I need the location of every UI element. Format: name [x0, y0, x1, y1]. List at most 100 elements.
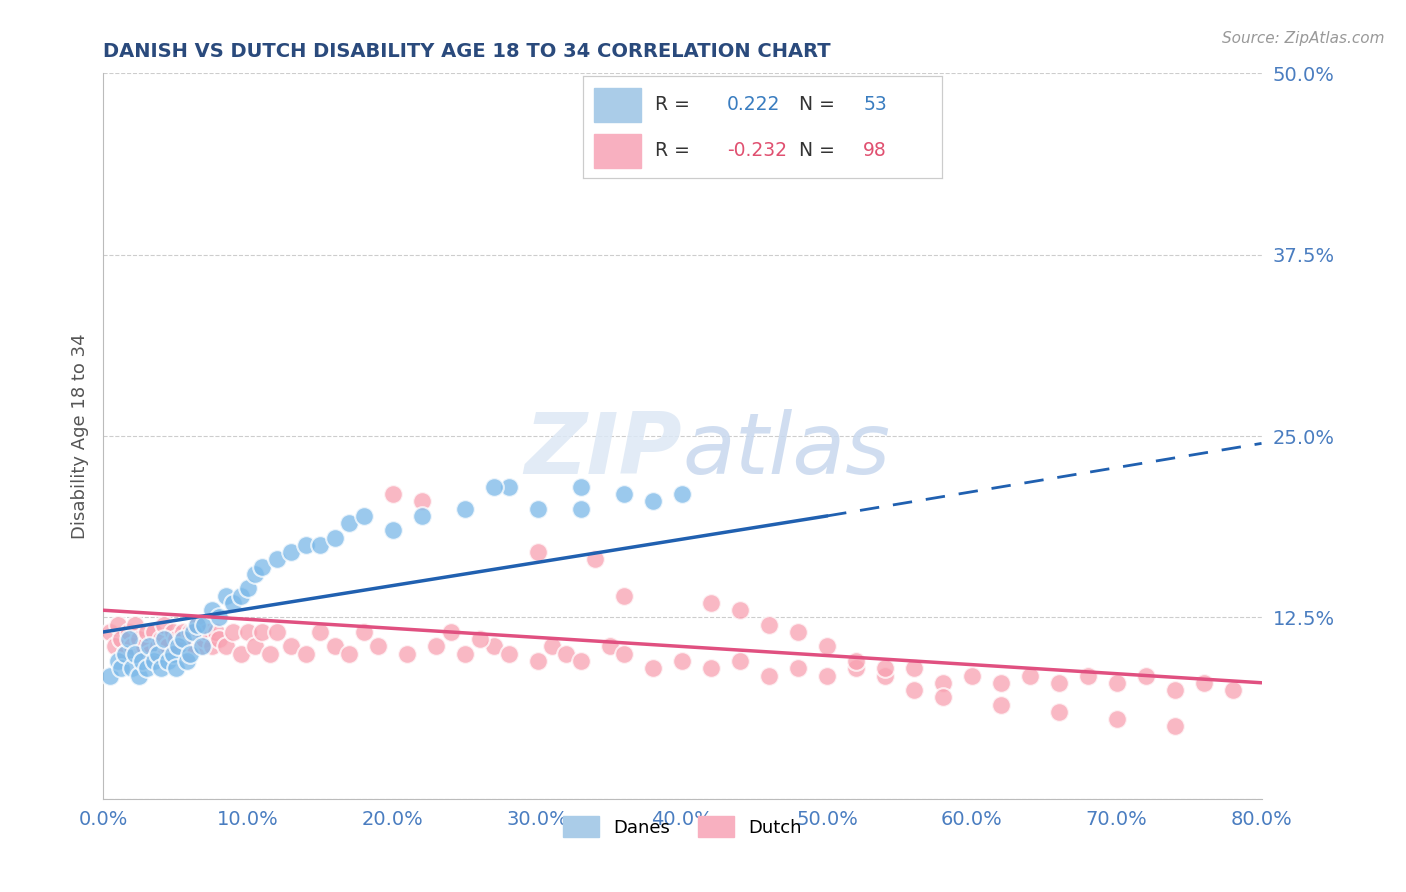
Point: [613, 647, 636, 661]
Point: [135, 625, 157, 640]
Point: [98, 668, 121, 682]
Point: [1105, 675, 1128, 690]
Point: [411, 508, 433, 523]
Point: [468, 632, 491, 647]
Point: [131, 654, 153, 668]
Text: atlas: atlas: [682, 409, 890, 492]
Point: [121, 640, 143, 654]
Point: [526, 654, 548, 668]
Point: [337, 516, 360, 531]
Point: [990, 698, 1012, 712]
Text: 98: 98: [863, 141, 887, 161]
Point: [440, 625, 463, 640]
Legend: Danes, Dutch: Danes, Dutch: [555, 809, 808, 844]
Point: [179, 625, 201, 640]
Point: [190, 640, 212, 654]
Point: [526, 501, 548, 516]
Point: [280, 545, 302, 559]
Point: [454, 647, 477, 661]
Point: [165, 661, 187, 675]
Point: [454, 501, 477, 516]
Point: [1105, 712, 1128, 726]
Point: [110, 632, 132, 647]
Point: [1018, 668, 1040, 682]
Text: ZIP: ZIP: [524, 409, 682, 492]
Point: [599, 640, 621, 654]
Point: [728, 654, 751, 668]
Point: [643, 494, 665, 508]
Point: [1163, 683, 1185, 698]
Point: [132, 640, 155, 654]
Point: [1077, 668, 1099, 682]
Point: [124, 617, 146, 632]
Point: [243, 566, 266, 581]
Point: [728, 603, 751, 617]
Point: [229, 647, 252, 661]
Point: [229, 589, 252, 603]
Point: [146, 647, 169, 661]
Point: [845, 661, 868, 675]
Point: [195, 625, 218, 640]
Point: [124, 647, 146, 661]
Point: [146, 640, 169, 654]
Point: [165, 632, 187, 647]
Point: [107, 617, 129, 632]
Point: [236, 582, 259, 596]
FancyBboxPatch shape: [595, 88, 641, 122]
Point: [179, 647, 201, 661]
Point: [98, 625, 121, 640]
Point: [142, 654, 165, 668]
Point: [172, 632, 194, 647]
Point: [201, 603, 224, 617]
Point: [190, 640, 212, 654]
Point: [482, 640, 505, 654]
Point: [142, 625, 165, 640]
Point: [193, 617, 215, 632]
Point: [815, 668, 838, 682]
Point: [114, 647, 136, 661]
Point: [381, 524, 404, 538]
Point: [135, 661, 157, 675]
Point: [104, 640, 127, 654]
Point: [176, 647, 198, 661]
Point: [381, 487, 404, 501]
Point: [138, 647, 160, 661]
Point: [162, 625, 184, 640]
Point: [157, 654, 180, 668]
Point: [498, 647, 520, 661]
Point: [337, 647, 360, 661]
Point: [153, 617, 176, 632]
Text: N =: N =: [799, 95, 841, 114]
Point: [280, 640, 302, 654]
Point: [845, 654, 868, 668]
Text: -0.232: -0.232: [727, 141, 787, 161]
Point: [167, 640, 190, 654]
Point: [700, 596, 723, 610]
Point: [1047, 675, 1070, 690]
Y-axis label: Disability Age 18 to 34: Disability Age 18 to 34: [72, 334, 89, 539]
Point: [671, 487, 693, 501]
Point: [482, 480, 505, 494]
Point: [236, 625, 259, 640]
Point: [205, 625, 228, 640]
Point: [193, 632, 215, 647]
Point: [1047, 705, 1070, 719]
Point: [295, 538, 318, 552]
Point: [208, 610, 231, 624]
Point: [118, 632, 141, 647]
Point: [309, 538, 332, 552]
Point: [526, 545, 548, 559]
FancyBboxPatch shape: [595, 135, 641, 168]
Text: Source: ZipAtlas.com: Source: ZipAtlas.com: [1222, 31, 1385, 46]
Point: [150, 632, 173, 647]
Point: [873, 661, 896, 675]
Point: [323, 531, 346, 545]
Text: R =: R =: [655, 141, 696, 161]
Text: 0.222: 0.222: [727, 95, 780, 114]
Point: [613, 589, 636, 603]
Point: [787, 661, 810, 675]
Point: [1222, 683, 1244, 698]
Point: [932, 675, 955, 690]
Point: [671, 654, 693, 668]
Point: [186, 617, 208, 632]
